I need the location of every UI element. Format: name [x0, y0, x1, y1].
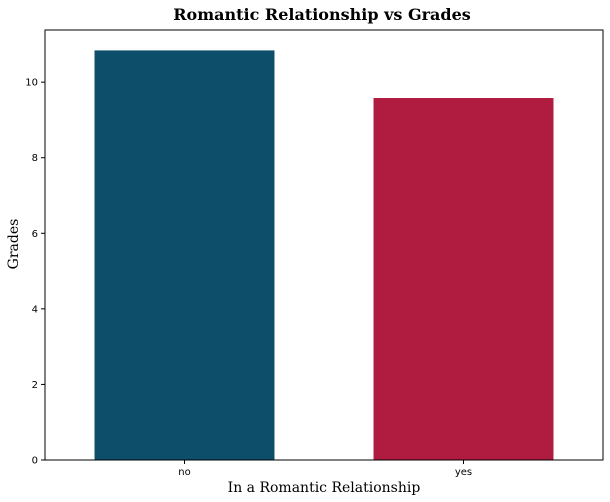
- x-tick-label: yes: [455, 467, 472, 478]
- x-tick-label: no: [178, 467, 190, 478]
- bars: [94, 50, 554, 461]
- y-tick-label: 2: [32, 380, 38, 391]
- y-axis-label: Grades: [6, 219, 22, 270]
- chart-title: Romantic Relationship vs Grades: [173, 5, 471, 24]
- y-tick-label: 10: [25, 78, 38, 89]
- bar-yes: [373, 98, 554, 460]
- x-axis-ticks: no yes: [178, 460, 472, 478]
- y-tick-label: 0: [32, 456, 38, 467]
- plot-frame: [44, 29, 604, 461]
- y-tick-label: 6: [32, 229, 38, 240]
- y-tick-label: 8: [32, 153, 38, 164]
- x-axis-label: In a Romantic Relationship: [228, 480, 421, 496]
- y-axis-ticks: 0 2 4 6 8 10: [25, 78, 45, 467]
- bar-no: [94, 50, 275, 461]
- y-tick-label: 4: [32, 304, 38, 315]
